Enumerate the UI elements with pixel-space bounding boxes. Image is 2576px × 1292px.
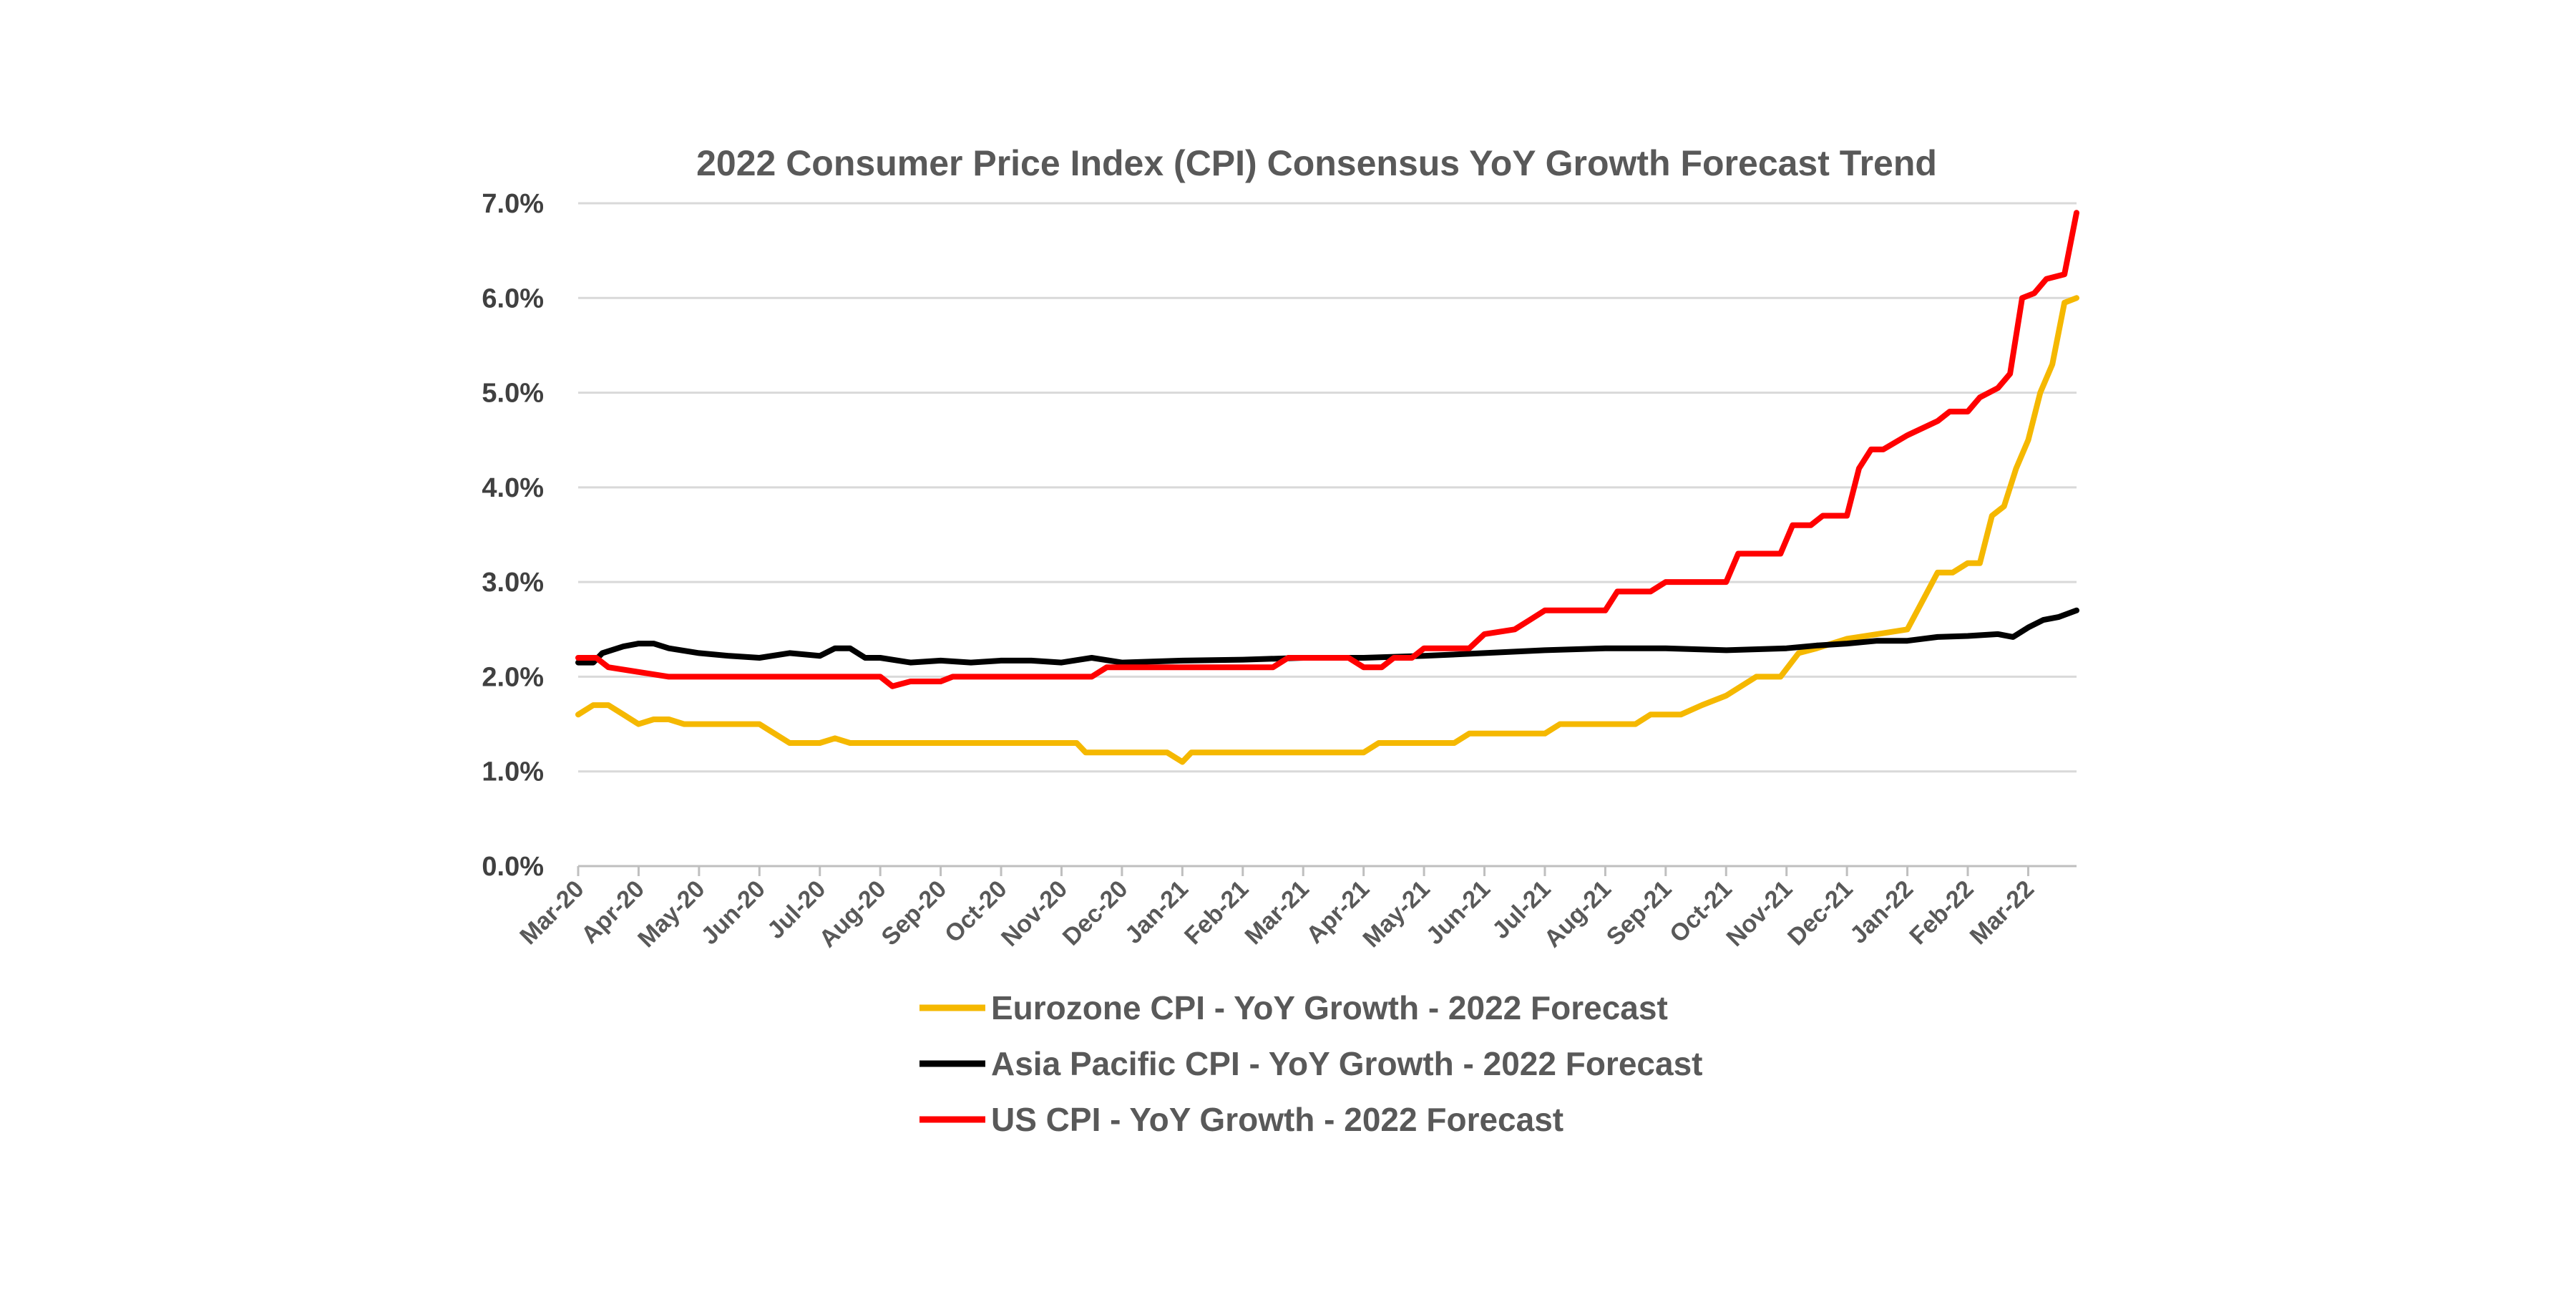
y-tick-label: 0.0%: [482, 852, 544, 882]
x-tick-label: Dec-21: [1782, 875, 1858, 951]
x-tick-label: May-20: [633, 875, 710, 953]
x-tick-label: Jan-21: [1120, 875, 1194, 949]
series-lines: [575, 210, 2079, 765]
x-tick-label: Jun-21: [1421, 875, 1496, 950]
y-tick-label: 2.0%: [482, 662, 544, 692]
x-tick-label: Mar-20: [514, 875, 589, 950]
y-axis: 0.0% 1.0% 2.0% 3.0% 4.0% 5.0% 6.0% 7.0%: [482, 189, 544, 882]
x-tick-label: Nov-20: [996, 875, 1073, 952]
legend-item: Asia Pacific CPI - YoY Growth - 2022 For…: [919, 1045, 1702, 1082]
x-tick-label: Jan-22: [1845, 875, 1918, 949]
legend-item: Eurozone CPI - YoY Growth - 2022 Forecas…: [919, 989, 1668, 1026]
legend-label: US CPI - YoY Growth - 2022 Forecast: [991, 1101, 1563, 1138]
legend: Eurozone CPI - YoY Growth - 2022 Forecas…: [919, 989, 1702, 1138]
y-tick-label: 6.0%: [482, 283, 544, 314]
chart-title: 2022 Consumer Price Index (CPI) Consensu…: [696, 143, 1937, 183]
x-tick-label: Sep-21: [1601, 875, 1677, 951]
y-tick-label: 7.0%: [482, 189, 544, 219]
legend-label: Asia Pacific CPI - YoY Growth - 2022 For…: [991, 1045, 1702, 1082]
legend-item: US CPI - YoY Growth - 2022 Forecast: [919, 1101, 1563, 1138]
x-tick-label: Mar-22: [1965, 875, 2039, 950]
y-tick-label: 4.0%: [482, 473, 544, 503]
series-line-0: [575, 295, 2079, 765]
x-tick-label: Feb-22: [1904, 875, 1979, 950]
x-axis: Mar-20Apr-20May-20Jun-20Jul-20Aug-20Sep-…: [514, 865, 2077, 953]
series-line-1: [575, 607, 2079, 666]
x-tick-label: Mar-21: [1240, 875, 1314, 950]
x-tick-label: Feb-21: [1179, 875, 1254, 950]
x-tick-label: Dec-20: [1058, 875, 1133, 951]
y-tick-label: 3.0%: [482, 568, 544, 598]
x-tick-label: Sep-20: [877, 875, 952, 951]
series-line-2: [575, 210, 2079, 689]
legend-label: Eurozone CPI - YoY Growth - 2022 Forecas…: [991, 989, 1668, 1026]
y-tick-label: 1.0%: [482, 757, 544, 787]
x-tick-label: Aug-21: [1539, 875, 1616, 953]
x-tick-label: Jun-20: [696, 875, 771, 950]
x-tick-label: May-21: [1357, 875, 1435, 953]
x-tick-label: Aug-20: [814, 875, 891, 953]
y-tick-label: 5.0%: [482, 379, 544, 409]
x-tick-label: Nov-21: [1721, 875, 1797, 952]
